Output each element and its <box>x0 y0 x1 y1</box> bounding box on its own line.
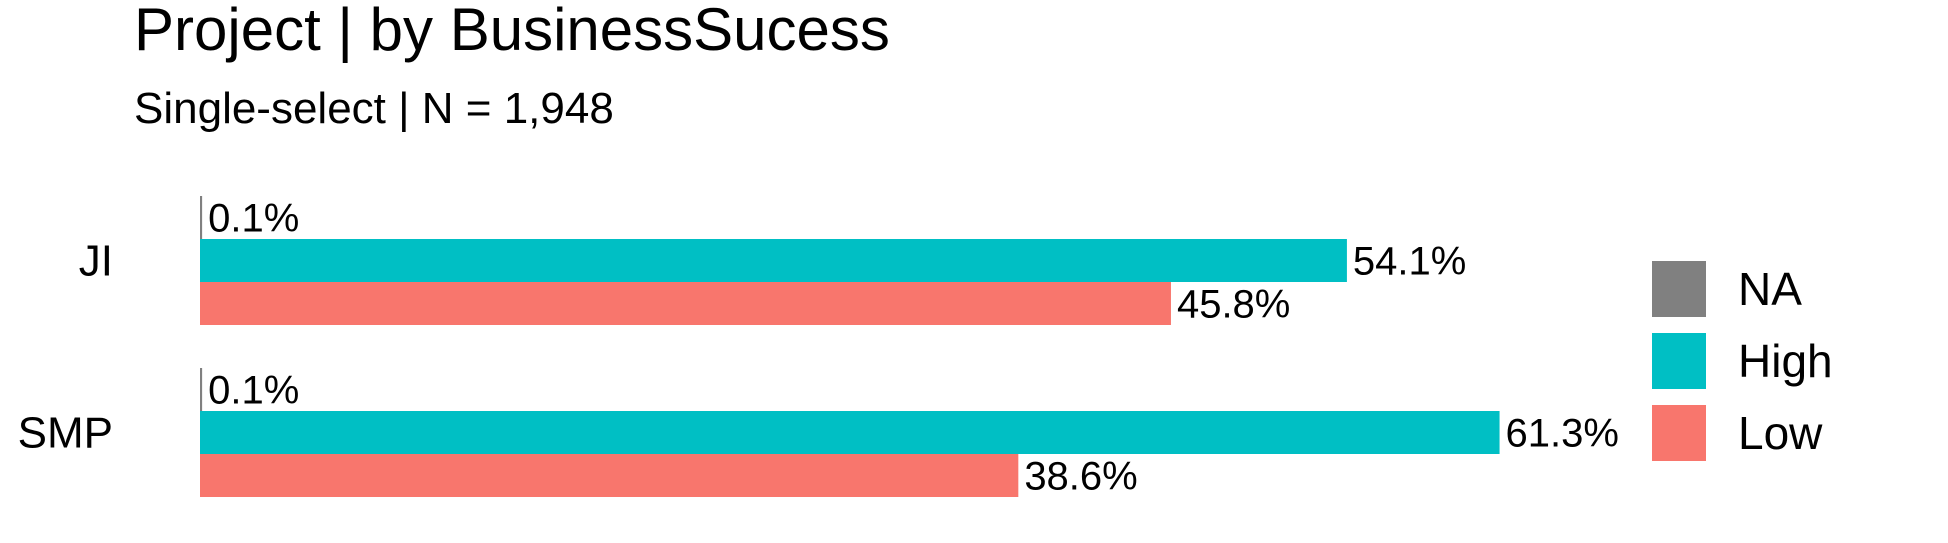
data-label-smp-high: 61.3% <box>1506 412 1619 456</box>
legend: NA High Low <box>1652 261 1833 461</box>
legend-key-na <box>1652 261 1706 317</box>
plot-area: JI 0.1% 54.1% 45.8% SMP 0.1% 61.3% 38.6% <box>18 196 1619 499</box>
chart-subtitle: Single-select | N = 1,948 <box>134 84 614 133</box>
chart-title: Project | by BusinessSucess <box>134 0 890 63</box>
legend-key-high <box>1652 333 1706 389</box>
bar-ji-low <box>200 282 1171 325</box>
legend-label-high: High <box>1738 335 1833 387</box>
legend-label-na: NA <box>1738 263 1802 315</box>
legend-label-low: Low <box>1738 407 1823 459</box>
bar-ji-high <box>200 239 1347 282</box>
bar-smp-high <box>200 411 1500 454</box>
bar-ji-na <box>200 196 203 239</box>
category-label-ji: JI <box>79 237 113 286</box>
legend-key-low <box>1652 405 1706 461</box>
data-label-smp-low: 38.6% <box>1024 455 1137 499</box>
data-label-ji-high: 54.1% <box>1353 240 1466 284</box>
category-label-smp: SMP <box>18 409 113 458</box>
bar-smp-na <box>200 368 203 411</box>
data-label-ji-na: 0.1% <box>208 197 299 241</box>
bar-smp-low <box>200 454 1019 497</box>
data-label-smp-na: 0.1% <box>208 369 299 413</box>
data-label-ji-low: 45.8% <box>1177 283 1290 327</box>
